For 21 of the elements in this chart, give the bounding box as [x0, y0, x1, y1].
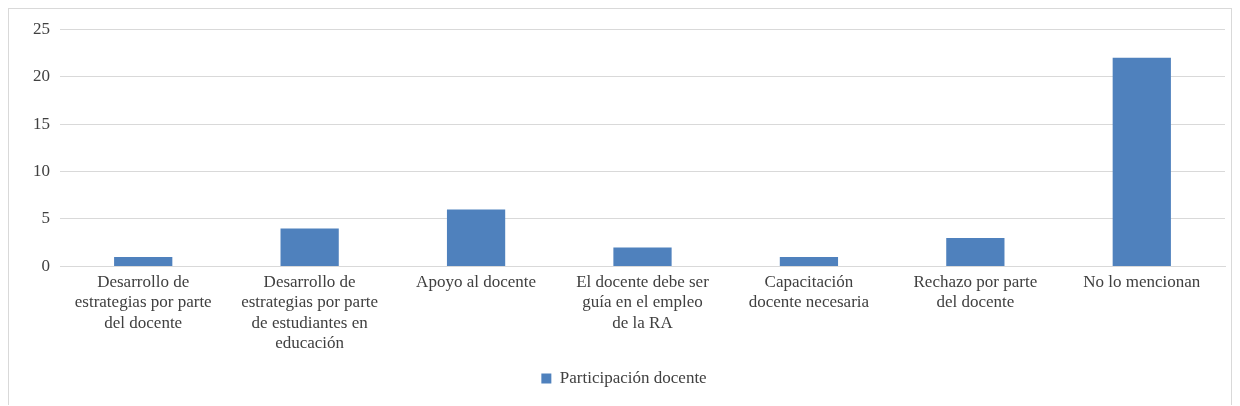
bar: [446, 209, 506, 266]
x-tick-label: Desarrollo de estrategias por parte del docente: [74, 272, 212, 332]
bar: [1112, 57, 1171, 266]
x-tick-label: Desarrollo de estrategias por parte de estudiantes en educación: [241, 272, 379, 353]
y-tick-label: 15: [33, 113, 50, 133]
bar: [114, 256, 173, 266]
x-tick-label: No lo mencionan: [1083, 272, 1201, 292]
y-tick-label: 25: [33, 18, 50, 38]
y-tick-label: 0: [41, 255, 50, 275]
x-tick-label: El docente debe ser guía en el empleo de la RA: [576, 272, 710, 332]
bar: [280, 228, 339, 266]
x-tick-label: Apoyo al docente: [416, 272, 537, 292]
bar: [613, 247, 672, 266]
bar: [779, 256, 839, 266]
y-tick-label: 10: [33, 160, 50, 180]
legend-label: Participación docente: [559, 367, 707, 387]
y-tick-label: 20: [33, 66, 50, 86]
bar: [946, 237, 1005, 266]
y-tick-label: 5: [41, 208, 50, 228]
x-tick-label: Capacitación docente necesaria: [748, 272, 870, 312]
x-tick-label: Rechazo por parte del docente: [913, 272, 1038, 312]
